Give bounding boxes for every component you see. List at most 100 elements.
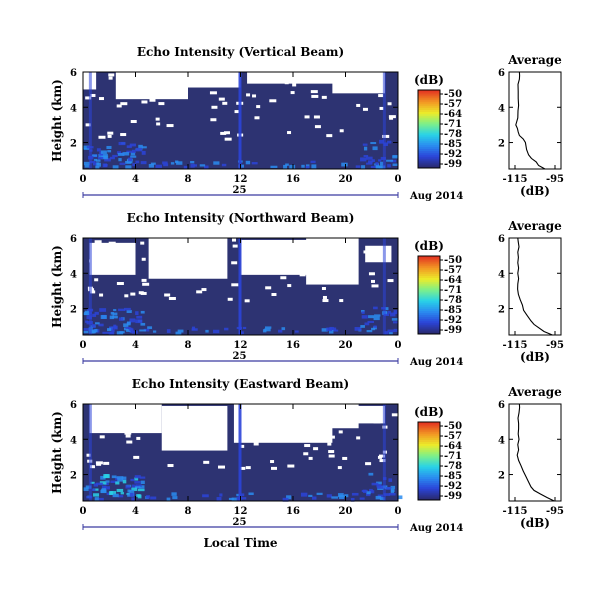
gap-speckle	[277, 252, 285, 256]
echo-cell	[378, 159, 382, 162]
x-tick-label: 8	[185, 340, 192, 351]
echo-cell	[104, 163, 108, 167]
gap-speckle	[227, 80, 235, 84]
y-tick-label: 4	[70, 435, 77, 446]
echo-cell	[366, 156, 373, 160]
echo-cell	[93, 158, 98, 161]
echo-cell	[170, 162, 175, 165]
colorbar-segment	[418, 453, 440, 456]
echo-cell	[387, 140, 392, 144]
echo-cell	[332, 327, 337, 332]
echo-cell	[155, 164, 162, 168]
colorbar-segment	[418, 422, 440, 425]
gap-speckle	[331, 416, 338, 420]
colorbar-segment	[418, 281, 440, 284]
echo-cell	[91, 488, 96, 491]
x-tick-label: 0	[80, 174, 87, 185]
echo-cell	[363, 146, 368, 151]
colorbar-segment	[418, 443, 440, 446]
echo-cell	[118, 141, 126, 146]
echo-cell	[190, 160, 195, 164]
colorbar-tick-label: -71	[444, 285, 462, 296]
echo-cell	[339, 495, 345, 500]
colorbar-segment	[418, 95, 440, 99]
x-tick-label: 4	[132, 340, 139, 351]
echo-cell	[361, 489, 368, 493]
x-tick-label: 12	[234, 506, 248, 517]
colorbar-unit: (dB)	[414, 73, 444, 87]
gap-speckle	[223, 131, 230, 135]
echo-cell	[125, 165, 132, 169]
echo-cell	[124, 307, 131, 311]
colorbar-tick-label: -71	[444, 119, 462, 130]
x-tick-label: 0	[395, 174, 402, 185]
echo-cell	[228, 497, 234, 501]
echo-cell	[377, 485, 384, 489]
gap-speckle	[166, 124, 174, 128]
colorbar-segment	[418, 107, 440, 110]
colorbar-tick-label: -64	[444, 275, 462, 286]
gap-speckle	[231, 283, 239, 287]
gap-speckle	[240, 444, 245, 448]
echo-cell	[387, 164, 391, 168]
colorbar-segment	[418, 490, 440, 493]
colorbar-segment	[418, 119, 440, 122]
colorbar-segment	[418, 332, 440, 335]
colorbar-segment	[418, 480, 440, 483]
colorbar-segment	[418, 154, 440, 157]
gap-speckle	[224, 137, 232, 141]
echo-cell	[387, 310, 391, 314]
echo-streak	[88, 238, 92, 335]
gap-speckle	[320, 275, 325, 279]
colorbar-segment	[418, 492, 440, 495]
colorbar-tick-label: -92	[444, 315, 462, 326]
echo-cell	[390, 485, 396, 489]
echo-cell	[224, 327, 229, 331]
colorbar-segment	[418, 457, 440, 460]
echo-cell	[236, 496, 240, 501]
echo-cell	[294, 330, 299, 333]
echo-cell	[98, 323, 104, 327]
x-tick-label: 16	[286, 506, 300, 517]
echo-cell	[371, 159, 375, 162]
gap-speckle	[141, 257, 146, 261]
echo-cell	[392, 163, 399, 166]
gap-speckle	[140, 241, 145, 245]
profile-title: Average	[507, 219, 562, 233]
echo-cell	[379, 139, 384, 144]
colorbar-segment	[418, 316, 440, 319]
echo-cell	[131, 497, 135, 501]
echo-cell	[375, 165, 383, 169]
profile-y-tick-label: 6	[498, 400, 505, 411]
gap-speckle	[370, 279, 375, 283]
colorbar-segment	[418, 259, 440, 263]
colorbar-segment	[418, 328, 440, 331]
gap-speckle	[217, 440, 222, 444]
echo-cell	[390, 488, 395, 492]
echo-cell	[126, 145, 132, 148]
gap-speckle	[252, 411, 257, 415]
colorbar-segment	[418, 308, 440, 312]
echo-cell	[83, 161, 90, 166]
colorbar-tick-label: -50	[444, 421, 462, 432]
profile-x-tick-label: -95	[546, 174, 564, 185]
colorbar-segment	[418, 150, 440, 153]
colorbar-segment	[418, 105, 440, 109]
echo-cell	[136, 494, 141, 497]
gap-speckle	[201, 288, 207, 292]
echo-cell	[103, 486, 110, 490]
gap-speckle	[379, 459, 386, 463]
echo-cell	[131, 484, 138, 488]
colorbar-frame	[417, 421, 441, 501]
colorbar-segment	[418, 164, 440, 167]
gap-speckle	[284, 81, 289, 85]
echo-cell	[118, 495, 124, 498]
colorbar-tick-label: -64	[444, 109, 462, 120]
colorbar-segment	[418, 130, 440, 134]
echo-cell	[375, 162, 379, 166]
echo-cell	[384, 331, 389, 335]
echo-cell	[122, 479, 127, 484]
x-tick-label: 16	[286, 174, 300, 185]
echo-cell	[386, 487, 392, 490]
echo-cell	[126, 321, 131, 326]
